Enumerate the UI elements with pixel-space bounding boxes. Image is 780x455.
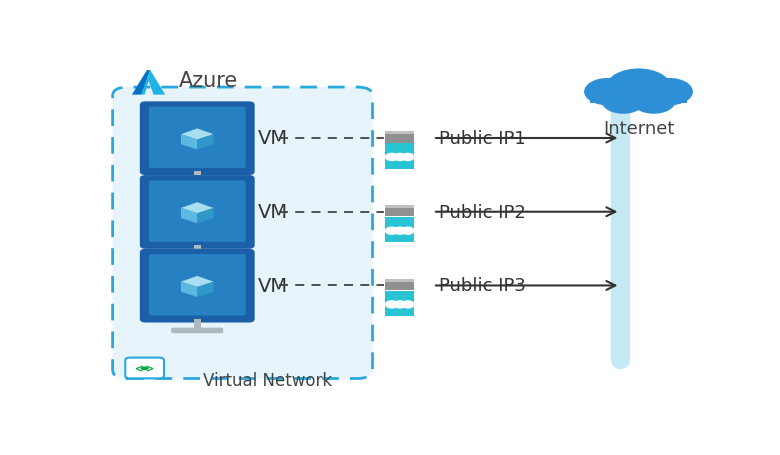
FancyBboxPatch shape <box>172 254 223 260</box>
Circle shape <box>144 367 148 369</box>
Polygon shape <box>141 71 165 96</box>
FancyBboxPatch shape <box>172 328 223 334</box>
Bar <box>385 144 414 169</box>
Text: <: < <box>136 364 144 374</box>
Circle shape <box>141 367 146 369</box>
Bar <box>385 206 414 217</box>
FancyBboxPatch shape <box>149 107 246 169</box>
Circle shape <box>385 301 398 308</box>
Ellipse shape <box>646 79 693 106</box>
Bar <box>385 217 414 243</box>
Circle shape <box>394 228 406 235</box>
Ellipse shape <box>606 69 671 107</box>
Text: Virtual Network: Virtual Network <box>204 371 332 389</box>
Polygon shape <box>181 282 197 297</box>
Circle shape <box>402 301 414 308</box>
Text: Public IP2: Public IP2 <box>439 203 526 221</box>
Text: Public IP3: Public IP3 <box>439 277 526 295</box>
Polygon shape <box>197 208 214 224</box>
Circle shape <box>402 228 414 235</box>
Bar <box>385 291 414 316</box>
Circle shape <box>394 154 406 161</box>
Bar <box>590 98 687 104</box>
Text: VM: VM <box>257 203 288 222</box>
FancyBboxPatch shape <box>149 181 246 242</box>
Ellipse shape <box>584 79 631 106</box>
Bar <box>193 319 201 332</box>
FancyBboxPatch shape <box>140 102 254 176</box>
Circle shape <box>385 154 398 161</box>
Text: VM: VM <box>257 129 288 148</box>
Bar <box>385 132 414 143</box>
Bar <box>385 279 414 290</box>
FancyBboxPatch shape <box>126 358 164 379</box>
Circle shape <box>394 301 406 308</box>
Bar <box>193 172 201 185</box>
Polygon shape <box>181 208 197 224</box>
FancyBboxPatch shape <box>140 249 254 323</box>
Polygon shape <box>181 135 197 150</box>
Ellipse shape <box>601 89 645 115</box>
FancyBboxPatch shape <box>112 88 373 379</box>
FancyBboxPatch shape <box>172 181 223 187</box>
Polygon shape <box>197 282 214 297</box>
Ellipse shape <box>632 89 675 115</box>
FancyBboxPatch shape <box>140 176 254 249</box>
Text: >: > <box>146 364 154 374</box>
Bar <box>193 245 201 258</box>
Polygon shape <box>197 135 214 150</box>
Polygon shape <box>132 71 151 96</box>
Bar <box>385 132 414 135</box>
Polygon shape <box>181 276 214 288</box>
Text: VM: VM <box>257 276 288 295</box>
Polygon shape <box>181 203 214 214</box>
Text: Internet: Internet <box>603 119 674 137</box>
Polygon shape <box>181 129 214 140</box>
Circle shape <box>402 154 414 161</box>
FancyBboxPatch shape <box>149 254 246 316</box>
Circle shape <box>385 228 398 235</box>
Bar <box>385 279 414 282</box>
Text: Azure: Azure <box>179 71 239 91</box>
Text: Public IP1: Public IP1 <box>439 130 526 148</box>
Bar <box>385 206 414 208</box>
